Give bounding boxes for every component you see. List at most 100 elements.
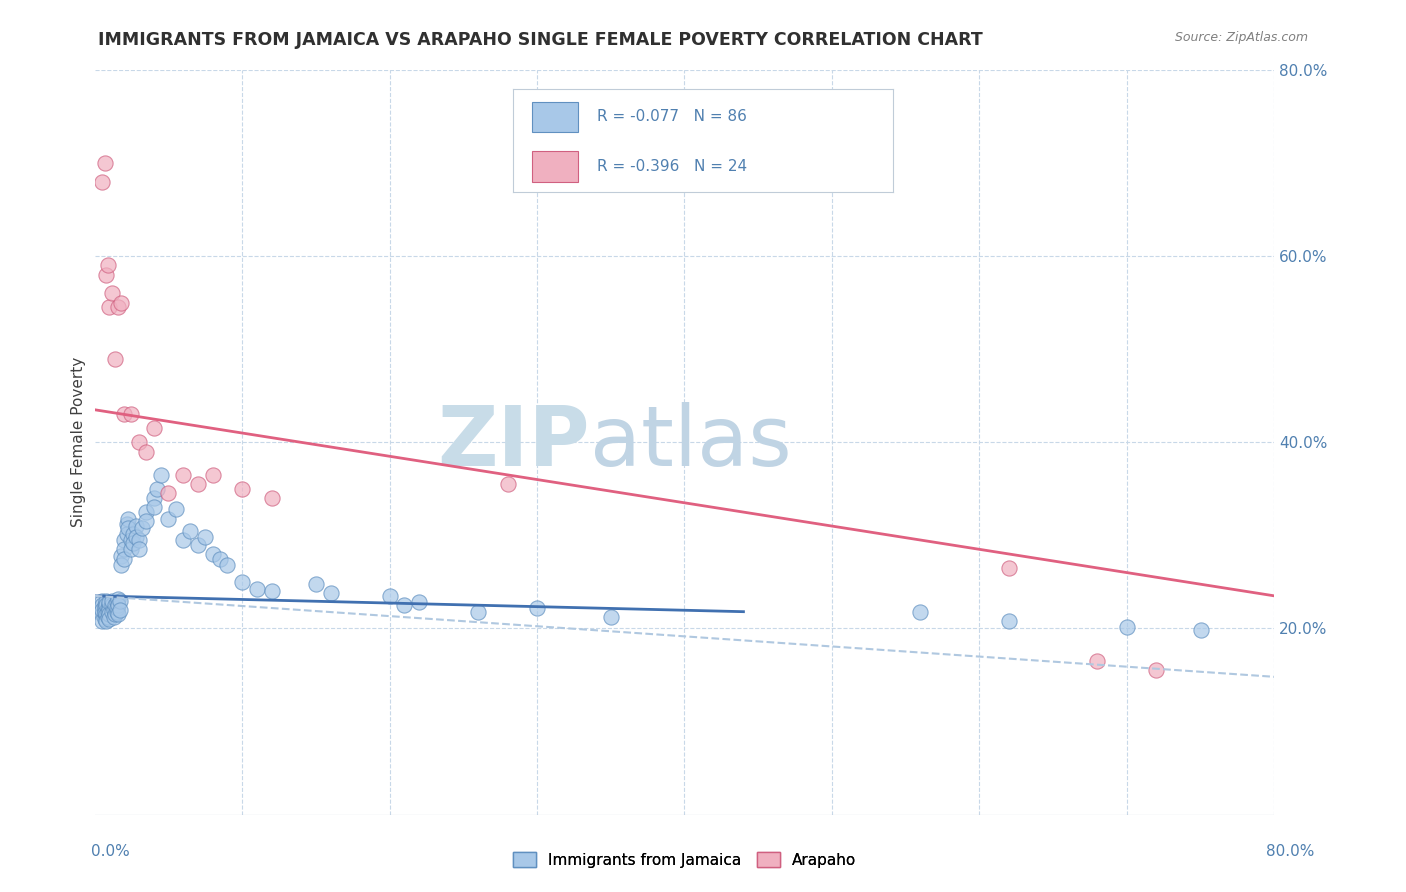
Point bbox=[120, 408, 142, 422]
Point bbox=[91, 607, 114, 622]
Point bbox=[94, 601, 117, 615]
Point bbox=[117, 511, 139, 525]
Point bbox=[1115, 619, 1137, 633]
Point bbox=[104, 607, 127, 622]
Point bbox=[108, 593, 131, 607]
Point bbox=[107, 598, 129, 612]
Point bbox=[1144, 663, 1167, 677]
Point bbox=[305, 576, 328, 591]
Point bbox=[97, 610, 120, 624]
Point bbox=[101, 593, 124, 607]
Point bbox=[96, 614, 118, 628]
Point bbox=[101, 286, 124, 301]
Point bbox=[98, 301, 121, 315]
Point bbox=[98, 597, 121, 611]
Y-axis label: Single Female Poverty: Single Female Poverty bbox=[72, 357, 86, 527]
Point bbox=[1189, 624, 1212, 638]
Point bbox=[91, 603, 114, 617]
Point bbox=[157, 486, 180, 500]
Text: 0.0%: 0.0% bbox=[91, 845, 131, 859]
Point bbox=[131, 521, 153, 535]
Point bbox=[135, 444, 157, 458]
Point bbox=[94, 603, 117, 617]
Point bbox=[91, 598, 114, 612]
Point bbox=[179, 524, 201, 538]
Point bbox=[201, 547, 224, 561]
Point bbox=[165, 502, 187, 516]
Point bbox=[910, 605, 932, 619]
Text: atlas: atlas bbox=[591, 401, 792, 483]
Point bbox=[217, 558, 239, 573]
Point bbox=[91, 175, 114, 189]
Point bbox=[135, 505, 157, 519]
Point bbox=[122, 526, 145, 541]
Point bbox=[260, 584, 283, 599]
Point bbox=[107, 591, 129, 606]
Point bbox=[378, 589, 401, 603]
Point bbox=[115, 517, 138, 532]
Point bbox=[120, 533, 142, 547]
Point bbox=[110, 558, 132, 573]
Point bbox=[122, 536, 145, 550]
Point bbox=[998, 614, 1021, 628]
Point bbox=[110, 295, 132, 310]
Point bbox=[103, 610, 125, 624]
Point bbox=[467, 605, 489, 619]
Text: IMMIGRANTS FROM JAMAICA VS ARAPAHO SINGLE FEMALE POVERTY CORRELATION CHART: IMMIGRANTS FROM JAMAICA VS ARAPAHO SINGL… bbox=[98, 31, 983, 49]
Point bbox=[96, 607, 118, 622]
Legend: Immigrants from Jamaica, Arapaho: Immigrants from Jamaica, Arapaho bbox=[506, 846, 862, 874]
Point bbox=[128, 542, 150, 557]
Point bbox=[231, 574, 253, 589]
Point bbox=[112, 408, 135, 422]
Text: 80.0%: 80.0% bbox=[1267, 845, 1315, 859]
Point bbox=[142, 491, 165, 505]
Point bbox=[107, 301, 129, 315]
Text: R = -0.396   N = 24: R = -0.396 N = 24 bbox=[596, 159, 747, 174]
Point bbox=[319, 586, 342, 600]
Point bbox=[97, 259, 120, 273]
Point bbox=[231, 482, 253, 496]
Point bbox=[112, 542, 135, 557]
Point bbox=[97, 605, 120, 619]
Point bbox=[208, 551, 231, 566]
Point bbox=[1087, 654, 1109, 668]
Point bbox=[526, 601, 548, 615]
Point bbox=[105, 595, 128, 609]
Point bbox=[98, 602, 121, 616]
Point bbox=[98, 607, 121, 622]
Point bbox=[101, 605, 124, 619]
Point bbox=[394, 598, 416, 612]
Point bbox=[104, 598, 127, 612]
Point bbox=[187, 477, 209, 491]
Point bbox=[97, 601, 120, 615]
Point bbox=[128, 435, 150, 450]
Point bbox=[246, 582, 269, 597]
Point bbox=[145, 482, 167, 496]
Point bbox=[172, 467, 194, 482]
Point bbox=[128, 533, 150, 547]
Point bbox=[125, 519, 148, 533]
Point bbox=[94, 612, 117, 626]
Point bbox=[98, 595, 121, 609]
Point bbox=[187, 538, 209, 552]
Point bbox=[496, 477, 519, 491]
Point bbox=[998, 561, 1021, 575]
Point bbox=[142, 421, 165, 435]
Point bbox=[94, 605, 117, 619]
Text: Source: ZipAtlas.com: Source: ZipAtlas.com bbox=[1174, 31, 1308, 45]
Point bbox=[96, 598, 118, 612]
Point bbox=[91, 593, 114, 607]
Text: R = -0.077   N = 86: R = -0.077 N = 86 bbox=[596, 110, 747, 124]
Point bbox=[94, 607, 117, 622]
Point bbox=[112, 533, 135, 547]
Point bbox=[112, 551, 135, 566]
Point bbox=[408, 595, 430, 609]
FancyBboxPatch shape bbox=[531, 151, 578, 181]
Point bbox=[108, 603, 131, 617]
Point bbox=[105, 605, 128, 619]
Point bbox=[91, 614, 114, 628]
Point bbox=[110, 549, 132, 563]
Point bbox=[135, 515, 157, 529]
Text: ZIP: ZIP bbox=[437, 401, 591, 483]
Point bbox=[98, 612, 121, 626]
